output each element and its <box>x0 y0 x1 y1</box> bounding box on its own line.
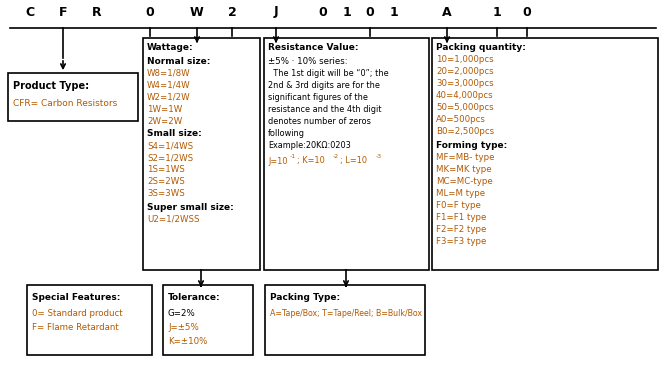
Text: Normal size:: Normal size: <box>147 57 210 65</box>
Text: ; L=10: ; L=10 <box>340 157 367 165</box>
Text: -2: -2 <box>333 154 339 160</box>
Text: 30=3,000pcs: 30=3,000pcs <box>436 80 494 88</box>
Text: 1W=1W: 1W=1W <box>147 104 182 114</box>
Text: 1: 1 <box>493 5 501 19</box>
Text: The 1st digit will be “0”; the: The 1st digit will be “0”; the <box>268 69 389 77</box>
Text: 0= Standard product: 0= Standard product <box>32 308 123 318</box>
Text: 10=1,000pcs: 10=1,000pcs <box>436 55 494 65</box>
Text: B0=2,500pcs: B0=2,500pcs <box>436 127 494 137</box>
Text: 0: 0 <box>366 5 374 19</box>
Text: G=2%: G=2% <box>168 308 196 318</box>
Text: F= Flame Retardant: F= Flame Retardant <box>32 323 119 331</box>
Text: Small size:: Small size: <box>147 130 202 138</box>
Text: F: F <box>59 5 67 19</box>
Text: MF=MB- type: MF=MB- type <box>436 153 494 161</box>
Text: Packing quantity:: Packing quantity: <box>436 43 526 53</box>
Text: Example:20KΩ:0203: Example:20KΩ:0203 <box>268 141 351 150</box>
Text: U2=1/2WSS: U2=1/2WSS <box>147 215 200 223</box>
Text: denotes number of zeros: denotes number of zeros <box>268 116 371 126</box>
Text: ML=M type: ML=M type <box>436 188 485 197</box>
Text: resistance and the 4th digit: resistance and the 4th digit <box>268 104 382 114</box>
Text: F3=F3 type: F3=F3 type <box>436 237 486 246</box>
Bar <box>432 38 658 270</box>
Text: J=±5%: J=±5% <box>168 323 198 331</box>
Text: 0: 0 <box>523 5 531 19</box>
Text: 50=5,000pcs: 50=5,000pcs <box>436 104 494 112</box>
Text: W8=1/8W: W8=1/8W <box>147 69 190 77</box>
Text: 0: 0 <box>318 5 328 19</box>
Text: Tolerance:: Tolerance: <box>168 293 220 303</box>
Text: following: following <box>268 128 305 138</box>
Text: 3S=3WS: 3S=3WS <box>147 189 184 199</box>
Text: Resistance Value:: Resistance Value: <box>268 43 358 53</box>
Text: MC=MC-type: MC=MC-type <box>436 177 493 185</box>
Bar <box>264 38 429 270</box>
Text: 2S=2WS: 2S=2WS <box>147 177 184 187</box>
Text: Forming type:: Forming type: <box>436 141 507 150</box>
Text: 2: 2 <box>228 5 236 19</box>
Text: Special Features:: Special Features: <box>32 293 121 303</box>
Text: S2=1/2WS: S2=1/2WS <box>147 154 193 162</box>
Text: R: R <box>92 5 102 19</box>
Text: Wattage:: Wattage: <box>147 43 194 53</box>
Bar <box>8 73 138 121</box>
Text: Super small size:: Super small size: <box>147 203 234 211</box>
Text: significant figures of the: significant figures of the <box>268 92 368 101</box>
Text: -1: -1 <box>290 154 296 160</box>
Text: W: W <box>190 5 204 19</box>
Text: 40=4,000pcs: 40=4,000pcs <box>436 92 494 100</box>
Text: 2nd & 3rd digits are for the: 2nd & 3rd digits are for the <box>268 81 380 89</box>
Text: F2=F2 type: F2=F2 type <box>436 224 486 234</box>
Text: W4=1/4W: W4=1/4W <box>147 81 190 89</box>
Text: J: J <box>274 5 278 19</box>
Text: W2=1/2W: W2=1/2W <box>147 92 190 101</box>
Bar <box>143 38 260 270</box>
Text: A: A <box>442 5 452 19</box>
Text: F1=F1 type: F1=F1 type <box>436 212 486 222</box>
Text: J=10: J=10 <box>268 157 288 165</box>
Text: 1: 1 <box>390 5 398 19</box>
Text: -3: -3 <box>376 154 382 160</box>
Text: S4=1/4WS: S4=1/4WS <box>147 142 193 150</box>
Text: 20=2,000pcs: 20=2,000pcs <box>436 68 494 77</box>
Text: 1: 1 <box>342 5 352 19</box>
Text: K=±10%: K=±10% <box>168 337 207 346</box>
Text: F0=F type: F0=F type <box>436 200 481 210</box>
Text: CFR= Carbon Resistors: CFR= Carbon Resistors <box>13 99 117 108</box>
Text: 1S=1WS: 1S=1WS <box>147 165 184 174</box>
Bar <box>163 285 253 355</box>
Text: Packing Type:: Packing Type: <box>270 293 340 303</box>
Text: A=Tape/Box; T=Tape/Reel; B=Bulk/Box: A=Tape/Box; T=Tape/Reel; B=Bulk/Box <box>270 308 422 318</box>
Text: A0=500pcs: A0=500pcs <box>436 115 486 124</box>
Text: 2W=2W: 2W=2W <box>147 116 182 126</box>
Text: ; K=10: ; K=10 <box>297 157 325 165</box>
Text: C: C <box>25 5 35 19</box>
Text: Product Type:: Product Type: <box>13 81 89 91</box>
Text: ±5% · 10% series:: ±5% · 10% series: <box>268 57 348 65</box>
Text: 0: 0 <box>146 5 155 19</box>
Text: MK=MK type: MK=MK type <box>436 165 492 173</box>
Bar <box>265 285 425 355</box>
Bar <box>27 285 152 355</box>
